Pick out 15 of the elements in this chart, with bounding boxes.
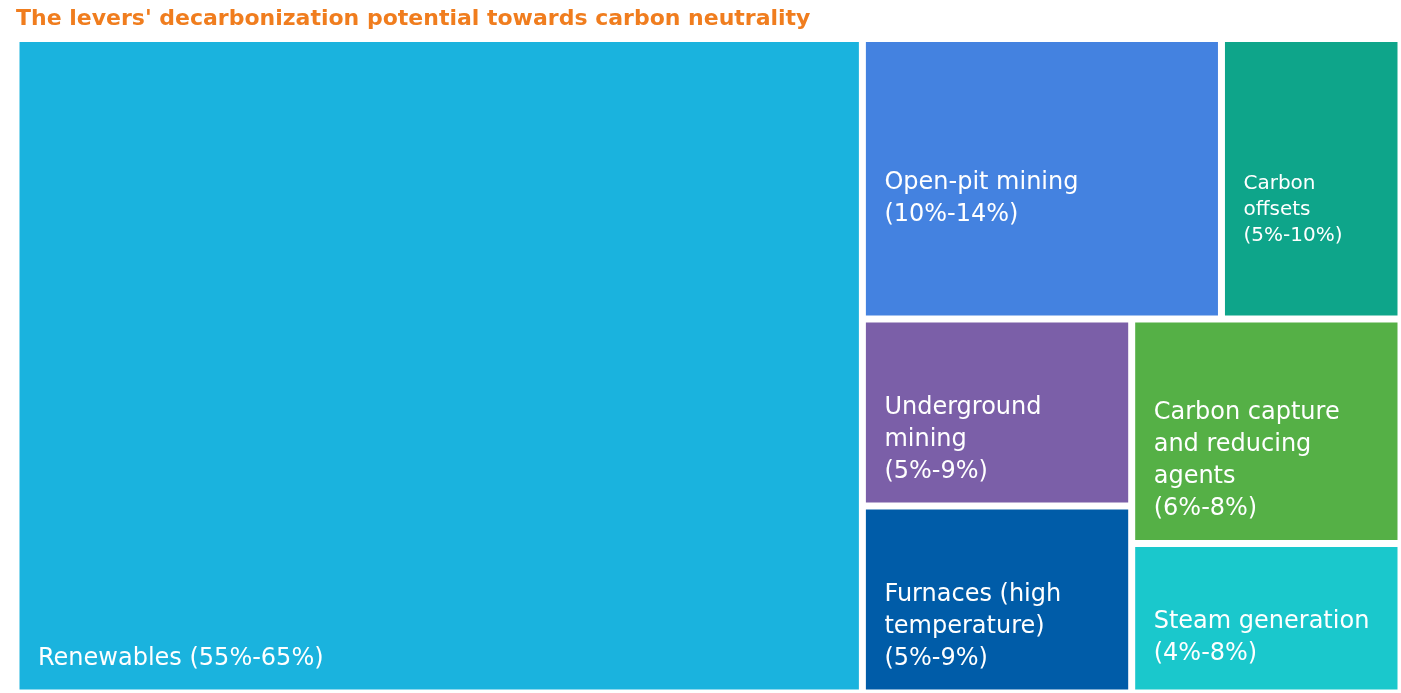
- category-label: Open-pit mining: [884, 166, 1079, 195]
- data-label: (5%-9%): [884, 455, 988, 484]
- category-label: Carbon offsets: [1243, 169, 1316, 220]
- data-label: (10%-14%): [884, 198, 1019, 227]
- category-label: Furnaces (high temperature): [884, 579, 1062, 639]
- data-label: (4%-8%): [1153, 638, 1258, 667]
- data-label: (55%-65%): [189, 643, 324, 671]
- category-label: Underground mining: [884, 391, 1042, 452]
- category-label: Steam generation: [1153, 606, 1370, 635]
- data-label: (6%-8%): [1153, 493, 1258, 522]
- category-label: Renewables: [38, 643, 190, 671]
- data-label: (5%-10%): [1243, 221, 1343, 246]
- data-label: (5%-9%): [884, 643, 988, 671]
- text: The levers' decarbonization potential towards carbon neutrality: [16, 4, 811, 30]
- category-label: Carbon capture and reducing agents: [1153, 397, 1340, 490]
